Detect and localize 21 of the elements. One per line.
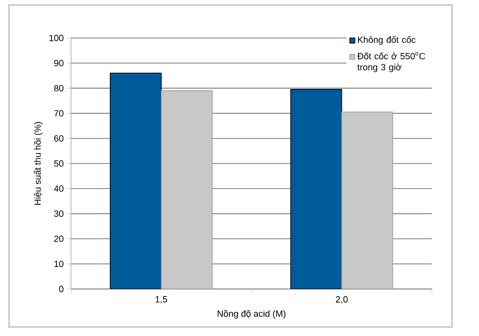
x-axis-title: Nồng độ acid (M) [218,310,286,319]
x-tick-label: 1,5 [156,296,168,304]
bar [341,112,394,289]
y-tick-label: 20 [54,236,64,242]
y-axis-title: Hiệu suất thu hồi (%) [34,122,43,205]
x-tick-label: 2,0 [336,296,348,304]
y-tick-label: 0 [59,286,64,292]
y-tick-label: 50 [54,160,64,167]
bar [290,89,342,289]
y-tick-label: 10 [54,260,64,268]
y-tick-label: 30 [54,210,64,217]
y-tick-label: 80 [54,85,64,92]
legend-label: Không đốt cốc [358,36,416,45]
bar [160,90,213,289]
bar [110,72,162,289]
y-tick-label: 70 [54,110,64,116]
y-tick-label: 100 [49,34,64,42]
y-tick-label: 60 [54,135,64,142]
y-tick-label: 40 [54,185,64,192]
text: Đốt cốc ở 550$^{o}$C trong 3 giờ [357,52,426,72]
y-tick-label: 90 [54,60,64,66]
